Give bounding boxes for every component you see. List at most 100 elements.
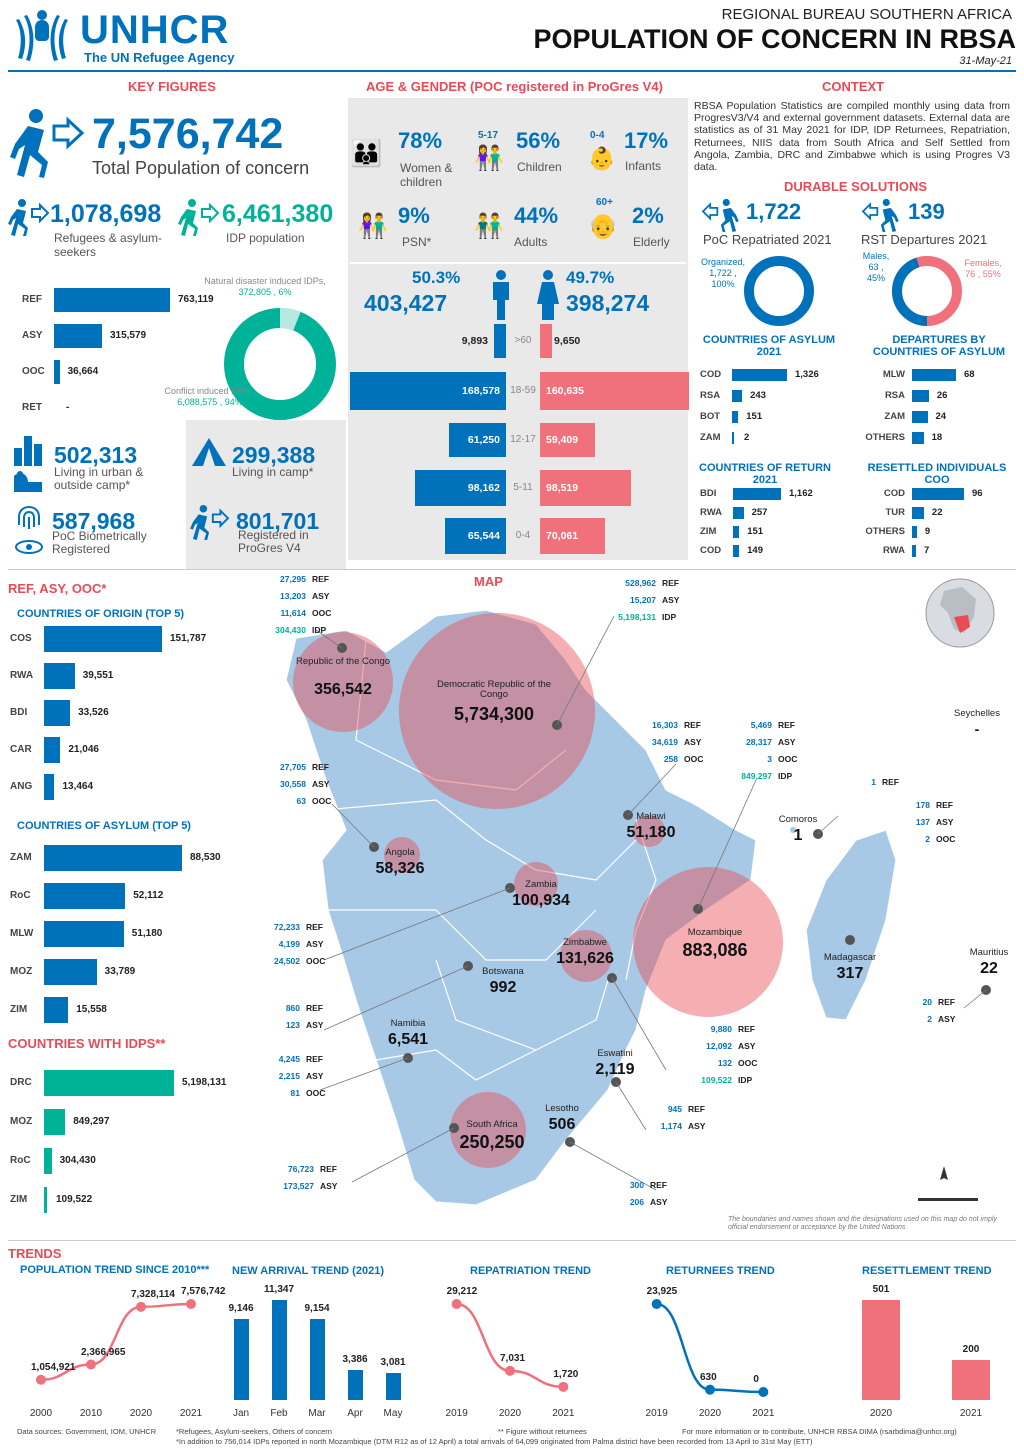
map-callout-type: ASY [320,1181,338,1191]
bar [733,488,781,500]
page-title: POPULATION OF CONCERN IN RBSA [533,24,1016,54]
pyramid-female-value: 160,635 [546,385,584,397]
bar-category-label: COD [883,488,905,499]
adults-icon: 👬 [474,213,504,240]
trend-x-label: 2019 [445,1408,468,1419]
org-name: UNHCR [80,8,230,52]
map-callout-value: 2 [927,1014,932,1024]
pyramid-female-bar [540,372,689,410]
rst-value: 139 [908,199,945,224]
map-callout-type: REF [882,777,899,787]
bar-category-label: RSA [884,390,905,401]
bar-value-label: 151 [746,411,763,422]
trend-x-label: 2021 [959,1408,983,1419]
bar-value-label: 849,297 [73,1116,110,1127]
map-country-name: Madagascar [823,952,877,963]
map-country-value: 5,734,300 [453,704,535,724]
bar [44,921,124,947]
males-label: Males, 63 , 45% [858,251,894,284]
trend-bar [385,1372,401,1400]
map-country-value: 100,934 [512,892,570,909]
bar-value-label: 151 [747,526,764,537]
trend-point [136,1301,146,1312]
map-callout-value: 34,619 [652,737,678,747]
bar-value-label: - [66,402,70,413]
camp-label: Living in camp* [232,465,314,479]
pyramid-female-bar [540,423,595,457]
bar-value-label: 26 [936,390,948,401]
map-callout-type: OOC [312,608,332,618]
map-callout-value: 15,207 [630,595,656,605]
map-country-name: Lesotho [545,1103,579,1114]
map-callout-type: REF [662,578,679,588]
map-country-value: 1 [793,827,803,844]
trend-x-label: 2020 [129,1408,153,1419]
trend-x-label: Feb [270,1408,288,1419]
repatriated-label: PoC Repatriated 2021 [703,232,832,247]
map-callout-value: 30,558 [280,779,306,789]
bar-value-label: 1,326 [795,369,819,380]
trend-point [651,1299,662,1309]
pyramid-female-bar [540,470,632,506]
trend-point [36,1374,46,1385]
map-callout-type: REF [936,800,953,810]
map-country-value: 317 [836,965,864,982]
map-callout-type: REF [938,997,955,1007]
age-gender-panel [348,98,688,560]
pyramid-male-value: 9,893 [461,335,488,347]
trend-chart-title: POPULATION TREND SINCE 2010*** [20,1264,210,1276]
map-callout-value: 27,295 [280,574,306,584]
map-callout-value: 300 [629,1180,644,1190]
map-country-value: 58,326 [375,860,425,877]
conflict-idp-value: 6,088,575 , 94% [177,397,243,407]
natural-idp-label: Natural disaster induced IDPs, 372,805 ,… [200,276,330,298]
women-icon: 👪 [350,138,383,168]
bar-category-label: RWA [700,507,722,518]
refugees-label: Refugees & asylum-seekers [54,231,163,259]
bar-category-label: COS [10,633,32,644]
infants-label: Infants [625,159,662,173]
map-callout-value: 76,723 [288,1164,314,1174]
footer-note2: ** Figure without returnees [498,1427,587,1436]
map-country-name: Zambia [525,879,557,890]
trend-point-value: 29,212 [446,1286,478,1297]
trend-bar [271,1300,287,1400]
trend-point-value: 7,328,114 [131,1288,175,1300]
trend-line [40,1302,192,1381]
map-callout-value: 945 [667,1104,682,1114]
unhcr-logo-icon [16,10,68,61]
urban-label: Living in urban & outside camp* [54,465,144,492]
top-section-divider [8,569,1016,570]
map-callout-type: REF [306,922,323,932]
bar [732,369,787,381]
trend-point-value: 630 [700,1371,717,1383]
trend-point [86,1359,96,1370]
map-country-name: Comoros [778,814,818,825]
trend-bar [233,1319,249,1400]
bar-value-label: 151,787 [170,633,207,644]
trend-x-label: 2021 [752,1408,775,1419]
bar [912,390,929,402]
trend-bar [347,1370,363,1400]
idp-value: 6,461,380 [222,200,334,228]
map-callout-value: 258 [663,754,678,764]
conflict-idp-label: Conflict induced IDPs , 6,088,575 , 94% [160,386,260,408]
trend-point-value: 7,576,742 [181,1286,226,1297]
globe-icon [925,578,995,648]
female-total: 398,274 [566,290,650,316]
bar [912,432,924,444]
bar-category-label: ANG [10,781,33,792]
map-callout-value: 13,203 [280,591,306,601]
map-callout-type: ASY [306,939,324,949]
bar-value-label: 109,522 [56,1194,93,1205]
females-value: 76 , 55% [965,269,1001,279]
map-callout-value: 81 [290,1088,300,1098]
map-callout-type: ASY [306,1020,324,1030]
footer-note1: *Refugees, Asylum-seekers, Others of con… [176,1427,332,1436]
infant-icon: 👶 [588,146,616,171]
map-callout-value: 1,174 [660,1121,682,1131]
bar-category-label: ASY [22,330,43,341]
bureau-name: REGIONAL BUREAU SOUTHERN AFRICA [721,6,1012,23]
bar [912,488,964,500]
trends-heading: TRENDS [8,1246,62,1261]
